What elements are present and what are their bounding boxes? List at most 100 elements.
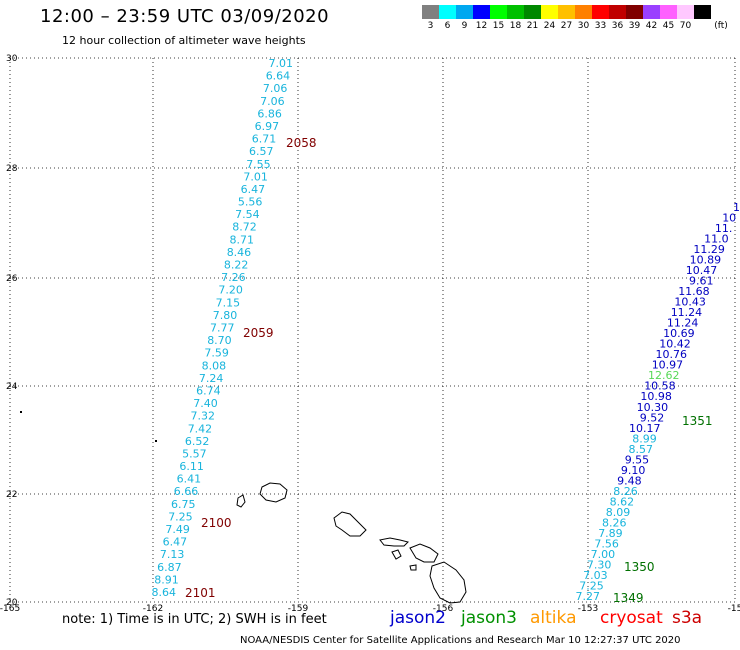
satellite-label-cryosat: cryosat <box>600 608 663 628</box>
lat-label: 28 <box>6 164 18 174</box>
wave-height-value: 10.69 <box>663 327 695 340</box>
lon-label: -15 <box>728 604 740 614</box>
island-molokai <box>379 537 409 547</box>
scale-label: 36 <box>611 21 624 31</box>
scale-swatch <box>439 5 456 19</box>
wave-height-value: 7.15 <box>216 296 241 309</box>
wave-height-value: 7.89 <box>598 527 623 540</box>
wave-height-value: 7.01 <box>269 57 294 70</box>
wave-height-value: 7.77 <box>210 322 235 335</box>
wave-height-value: 8.71 <box>230 233 255 246</box>
lon-label: -156 <box>433 604 454 614</box>
scale-label: 70 <box>679 21 692 31</box>
wave-height-value: 7.40 <box>193 397 218 410</box>
wave-height-value: 10.89 <box>690 254 722 267</box>
wave-height-value: 8.08 <box>202 359 227 372</box>
wave-height-value: 1 <box>733 201 740 214</box>
credit-line: NOAA/NESDIS Center for Satellite Applica… <box>240 635 681 646</box>
satellite-label-jason2: jason2 <box>390 608 446 628</box>
wave-height-value: 8.22 <box>224 259 249 272</box>
wave-height-value: 10.97 <box>652 359 684 372</box>
hawaiian-islands <box>236 482 467 604</box>
scale-swatch <box>643 5 660 19</box>
time-labels: 2058 2059 2100 2101 1351 1350 1349 <box>185 136 713 605</box>
scale-swatch <box>524 5 541 19</box>
wave-height-value: 6.75 <box>171 498 196 511</box>
wave-height-value: 6.87 <box>157 561 182 574</box>
lat-label: 30 <box>6 54 18 64</box>
wave-height-value: 10 <box>722 212 736 225</box>
scale-label: 9 <box>461 21 468 31</box>
scale-swatch <box>456 5 473 19</box>
lon-label: -165 <box>0 604 20 614</box>
scale-units: (ft) <box>714 21 728 31</box>
lat-label: 24 <box>6 382 18 392</box>
satellite-label-s3a: s3a <box>672 608 703 628</box>
wave-height-value: 6.71 <box>252 133 277 146</box>
island-niihau <box>236 494 246 508</box>
wave-height-value: 6.47 <box>241 183 266 196</box>
wave-height-value: 7.30 <box>587 559 612 572</box>
island-kauai <box>259 482 288 503</box>
pass-time-label: 2058 <box>286 136 317 150</box>
wave-height-value: 7.06 <box>263 82 288 95</box>
wave-height-value: 7.27 <box>576 590 601 603</box>
scale-label: 18 <box>509 21 522 31</box>
wave-height-value: 8.91 <box>154 573 179 586</box>
scale-label: 45 <box>662 21 675 31</box>
scale-label: 6 <box>444 21 451 31</box>
lon-label: -162 <box>143 604 163 614</box>
wave-height-value: 8.46 <box>227 246 252 259</box>
wave-height-value: 9.55 <box>625 453 650 466</box>
wave-height-value: 5.56 <box>238 196 263 209</box>
wave-height-value: 11.68 <box>678 285 710 298</box>
wave-height-value: 7.59 <box>204 347 229 360</box>
lon-label: -159 <box>288 604 309 614</box>
wave-height-value: 12.62 <box>648 369 680 382</box>
wave-height-value: 7.54 <box>235 208 260 221</box>
scale-label: 27 <box>560 21 573 31</box>
map-title: 12:00 – 23:59 UTC 03/09/2020 <box>40 6 330 27</box>
wave-height-value: 11.24 <box>671 306 703 319</box>
scale-label: 33 <box>594 21 607 31</box>
wave-height-value: 6.47 <box>163 536 188 549</box>
wave-height-value: 7.20 <box>218 284 243 297</box>
wave-height-value: 10.30 <box>637 401 669 414</box>
track-west: 7.016.647.067.066.866.976.716.577.557.01… <box>152 57 294 599</box>
wave-height-value: 7.42 <box>188 422 213 435</box>
scale-swatch <box>609 5 626 19</box>
scale-label: 30 <box>577 21 590 31</box>
wave-height-value: 5.57 <box>182 448 207 461</box>
wave-height-value: 10.76 <box>656 348 688 361</box>
wave-height-value: 6.74 <box>196 385 221 398</box>
pass-time-label: 2100 <box>201 516 232 530</box>
lat-label: 26 <box>6 274 18 284</box>
satellite-label-altika: altika <box>530 608 577 628</box>
wave-height-value: 6.41 <box>177 473 202 486</box>
scale-swatch <box>694 5 711 19</box>
pass-time-label: 1349 <box>613 591 644 605</box>
scale-swatch <box>626 5 643 19</box>
scale-swatch <box>575 5 592 19</box>
lat-label: 20 <box>6 598 18 608</box>
pass-time-label: 2059 <box>243 326 274 340</box>
island-maui <box>409 543 439 563</box>
wave-height-value: 7.80 <box>213 309 238 322</box>
wave-height-value: 9.48 <box>617 474 642 487</box>
wave-height-value: 10.98 <box>640 390 672 403</box>
wave-height-value: 7.49 <box>165 523 190 536</box>
scale-label: 39 <box>628 21 641 31</box>
island-kahoolawe <box>409 564 417 571</box>
wave-height-value: 7.03 <box>583 569 608 582</box>
wave-height-value: 6.66 <box>174 485 199 498</box>
wave-height-value: 8.70 <box>207 334 232 347</box>
wave-height-value: 10.47 <box>686 264 718 277</box>
wave-height-value: 11.29 <box>693 243 725 256</box>
wave-height-value: 7.25 <box>168 510 193 523</box>
scale-swatch <box>490 5 507 19</box>
lon-label: -153 <box>578 604 598 614</box>
wave-height-value: 10.42 <box>659 338 691 351</box>
wave-height-value: 11.24 <box>667 317 699 330</box>
wave-height-value: 7.24 <box>199 372 224 385</box>
scale-swatch <box>677 5 694 19</box>
